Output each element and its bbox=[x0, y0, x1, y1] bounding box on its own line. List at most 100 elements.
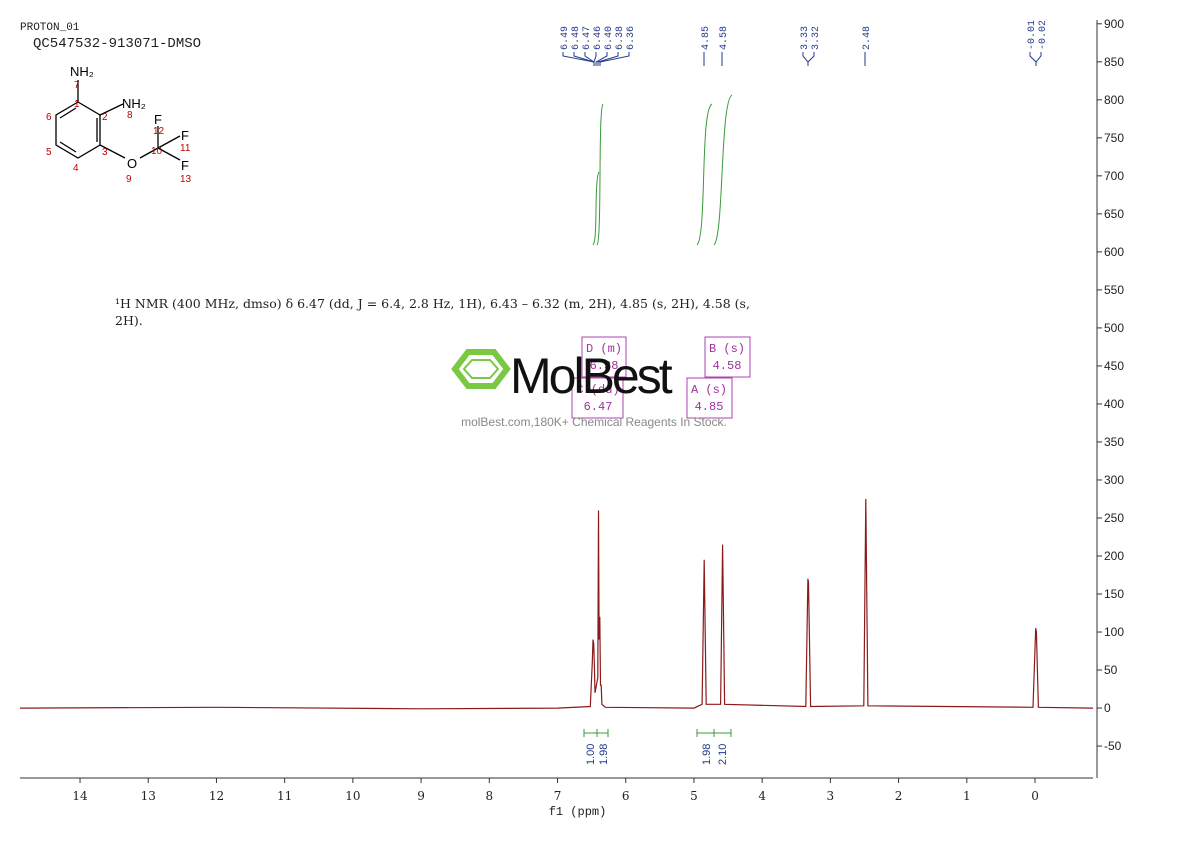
y-tick-label: 900 bbox=[1104, 17, 1124, 31]
chart-subtitle: QC547532-913071-DMSO bbox=[33, 36, 201, 52]
integral-bracket bbox=[583, 729, 598, 737]
multiplet-name: A (s) bbox=[691, 383, 727, 397]
peak-label: 6.49 bbox=[560, 26, 571, 50]
y-tick-label: 150 bbox=[1104, 587, 1124, 601]
chart-title: PROTON_01 bbox=[20, 22, 80, 34]
y-tick-label: 650 bbox=[1104, 207, 1124, 221]
bond bbox=[157, 135, 181, 149]
y-tick-label: 200 bbox=[1104, 549, 1124, 563]
bond bbox=[99, 103, 124, 116]
atom-number: 2 bbox=[102, 112, 108, 123]
peak-label: 6.47 bbox=[582, 26, 593, 50]
multiplet-box bbox=[686, 377, 733, 419]
peak-label: 3.32 bbox=[811, 26, 822, 50]
integral-curve bbox=[713, 94, 733, 246]
peak-label: 2.48 bbox=[862, 26, 873, 50]
x-tick-label: 1 bbox=[963, 789, 971, 803]
peak-connector bbox=[1029, 52, 1037, 66]
watermark-logo bbox=[462, 359, 500, 379]
y-tick-label: 750 bbox=[1104, 131, 1124, 145]
y-tick-label: -50 bbox=[1104, 739, 1122, 753]
x-tick-label: 12 bbox=[209, 789, 224, 803]
x-tick-label: 2 bbox=[895, 789, 903, 803]
y-tick-label: 850 bbox=[1104, 55, 1124, 69]
integral-curve bbox=[592, 171, 600, 246]
peak-label: 6.48 bbox=[571, 26, 582, 50]
bond bbox=[59, 107, 77, 119]
atom-label: F bbox=[154, 112, 162, 127]
watermark-logo bbox=[451, 349, 511, 389]
peak-connector bbox=[802, 52, 809, 66]
y-tick-label: 100 bbox=[1104, 625, 1124, 639]
atom-number: 8 bbox=[127, 110, 133, 121]
x-tick-label: 3 bbox=[827, 789, 835, 803]
x-tick-label: 5 bbox=[690, 789, 698, 803]
integral-label: 1.00 bbox=[585, 744, 597, 765]
y-tick-label: 700 bbox=[1104, 169, 1124, 183]
peak-connector bbox=[807, 52, 815, 66]
atom-number: 5 bbox=[46, 147, 52, 158]
ring bbox=[55, 101, 101, 159]
nmr-description: 2H). bbox=[115, 313, 143, 328]
peak-connector bbox=[593, 52, 597, 66]
nmr-description: ¹H NMR (400 MHz, dmso) δ 6.47 (dd, J = 6… bbox=[115, 296, 750, 311]
peak-label: 6.46 bbox=[593, 26, 604, 50]
x-tick-label: 4 bbox=[758, 789, 766, 803]
y-tick-label: 250 bbox=[1104, 511, 1124, 525]
y-tick-label: 550 bbox=[1104, 283, 1124, 297]
peak-connector bbox=[599, 52, 630, 66]
y-tick-label: 800 bbox=[1104, 93, 1124, 107]
multiplet-name: B (s) bbox=[709, 342, 745, 356]
atom-label: F bbox=[181, 128, 189, 143]
peak-label: 6.40 bbox=[604, 26, 615, 50]
integral-bracket bbox=[713, 729, 732, 737]
watermark-url: molBest.com,180K+ Chemical Reagents In S… bbox=[461, 415, 727, 429]
spectrum-line bbox=[19, 498, 1094, 710]
integral-label: 2.10 bbox=[717, 744, 729, 765]
x-tick-label: 7 bbox=[554, 789, 562, 803]
atom-number: 6 bbox=[46, 112, 52, 123]
peak-connector bbox=[1035, 52, 1042, 66]
integral-curve bbox=[696, 103, 713, 246]
x-tick-label: 14 bbox=[72, 789, 88, 803]
multiplet-shift: 4.85 bbox=[695, 400, 724, 414]
peak-label: 4.85 bbox=[701, 26, 712, 50]
atom-label: NH₂ bbox=[70, 64, 94, 79]
x-tick-label: 13 bbox=[141, 789, 156, 803]
integral-curve bbox=[596, 103, 604, 246]
x-tick-label: 8 bbox=[485, 789, 493, 803]
bond bbox=[139, 147, 159, 159]
peak-connector bbox=[595, 52, 608, 66]
bond bbox=[59, 141, 77, 153]
integral-curves bbox=[592, 94, 733, 246]
x-tick-label: 10 bbox=[345, 789, 360, 803]
x-tick-label: 9 bbox=[417, 789, 425, 803]
peak-connector bbox=[597, 52, 619, 66]
integral-label: 1.98 bbox=[701, 744, 713, 765]
peak-label: 6.36 bbox=[626, 26, 637, 50]
y-tick-label: 350 bbox=[1104, 435, 1124, 449]
atom-number: 13 bbox=[180, 174, 192, 185]
integral-bracket bbox=[596, 729, 609, 737]
integral-bracket bbox=[696, 729, 715, 737]
atom-label: F bbox=[181, 158, 189, 173]
atom-number: 10 bbox=[151, 146, 163, 157]
bond bbox=[157, 147, 181, 161]
atom-number: 4 bbox=[73, 163, 79, 174]
peak-label: 3.33 bbox=[800, 26, 811, 50]
x-tick-label: 6 bbox=[622, 789, 630, 803]
multiplet-shift: 6.47 bbox=[584, 400, 613, 414]
atom-number: 9 bbox=[126, 174, 132, 185]
multiplet-name: D (m) bbox=[586, 342, 622, 356]
y-tick-label: 450 bbox=[1104, 359, 1124, 373]
x-tick-label: 11 bbox=[277, 789, 292, 803]
integral-label: 1.98 bbox=[598, 744, 610, 765]
multiplet-box bbox=[581, 336, 627, 378]
y-tick-label: 400 bbox=[1104, 397, 1124, 411]
atom-number: 11 bbox=[180, 143, 191, 154]
atom-label: O bbox=[127, 156, 137, 171]
multiplet-shift: 6.38 bbox=[590, 359, 619, 373]
y-tick-label: 50 bbox=[1104, 663, 1118, 677]
peak-label: -0.02 bbox=[1038, 20, 1049, 50]
